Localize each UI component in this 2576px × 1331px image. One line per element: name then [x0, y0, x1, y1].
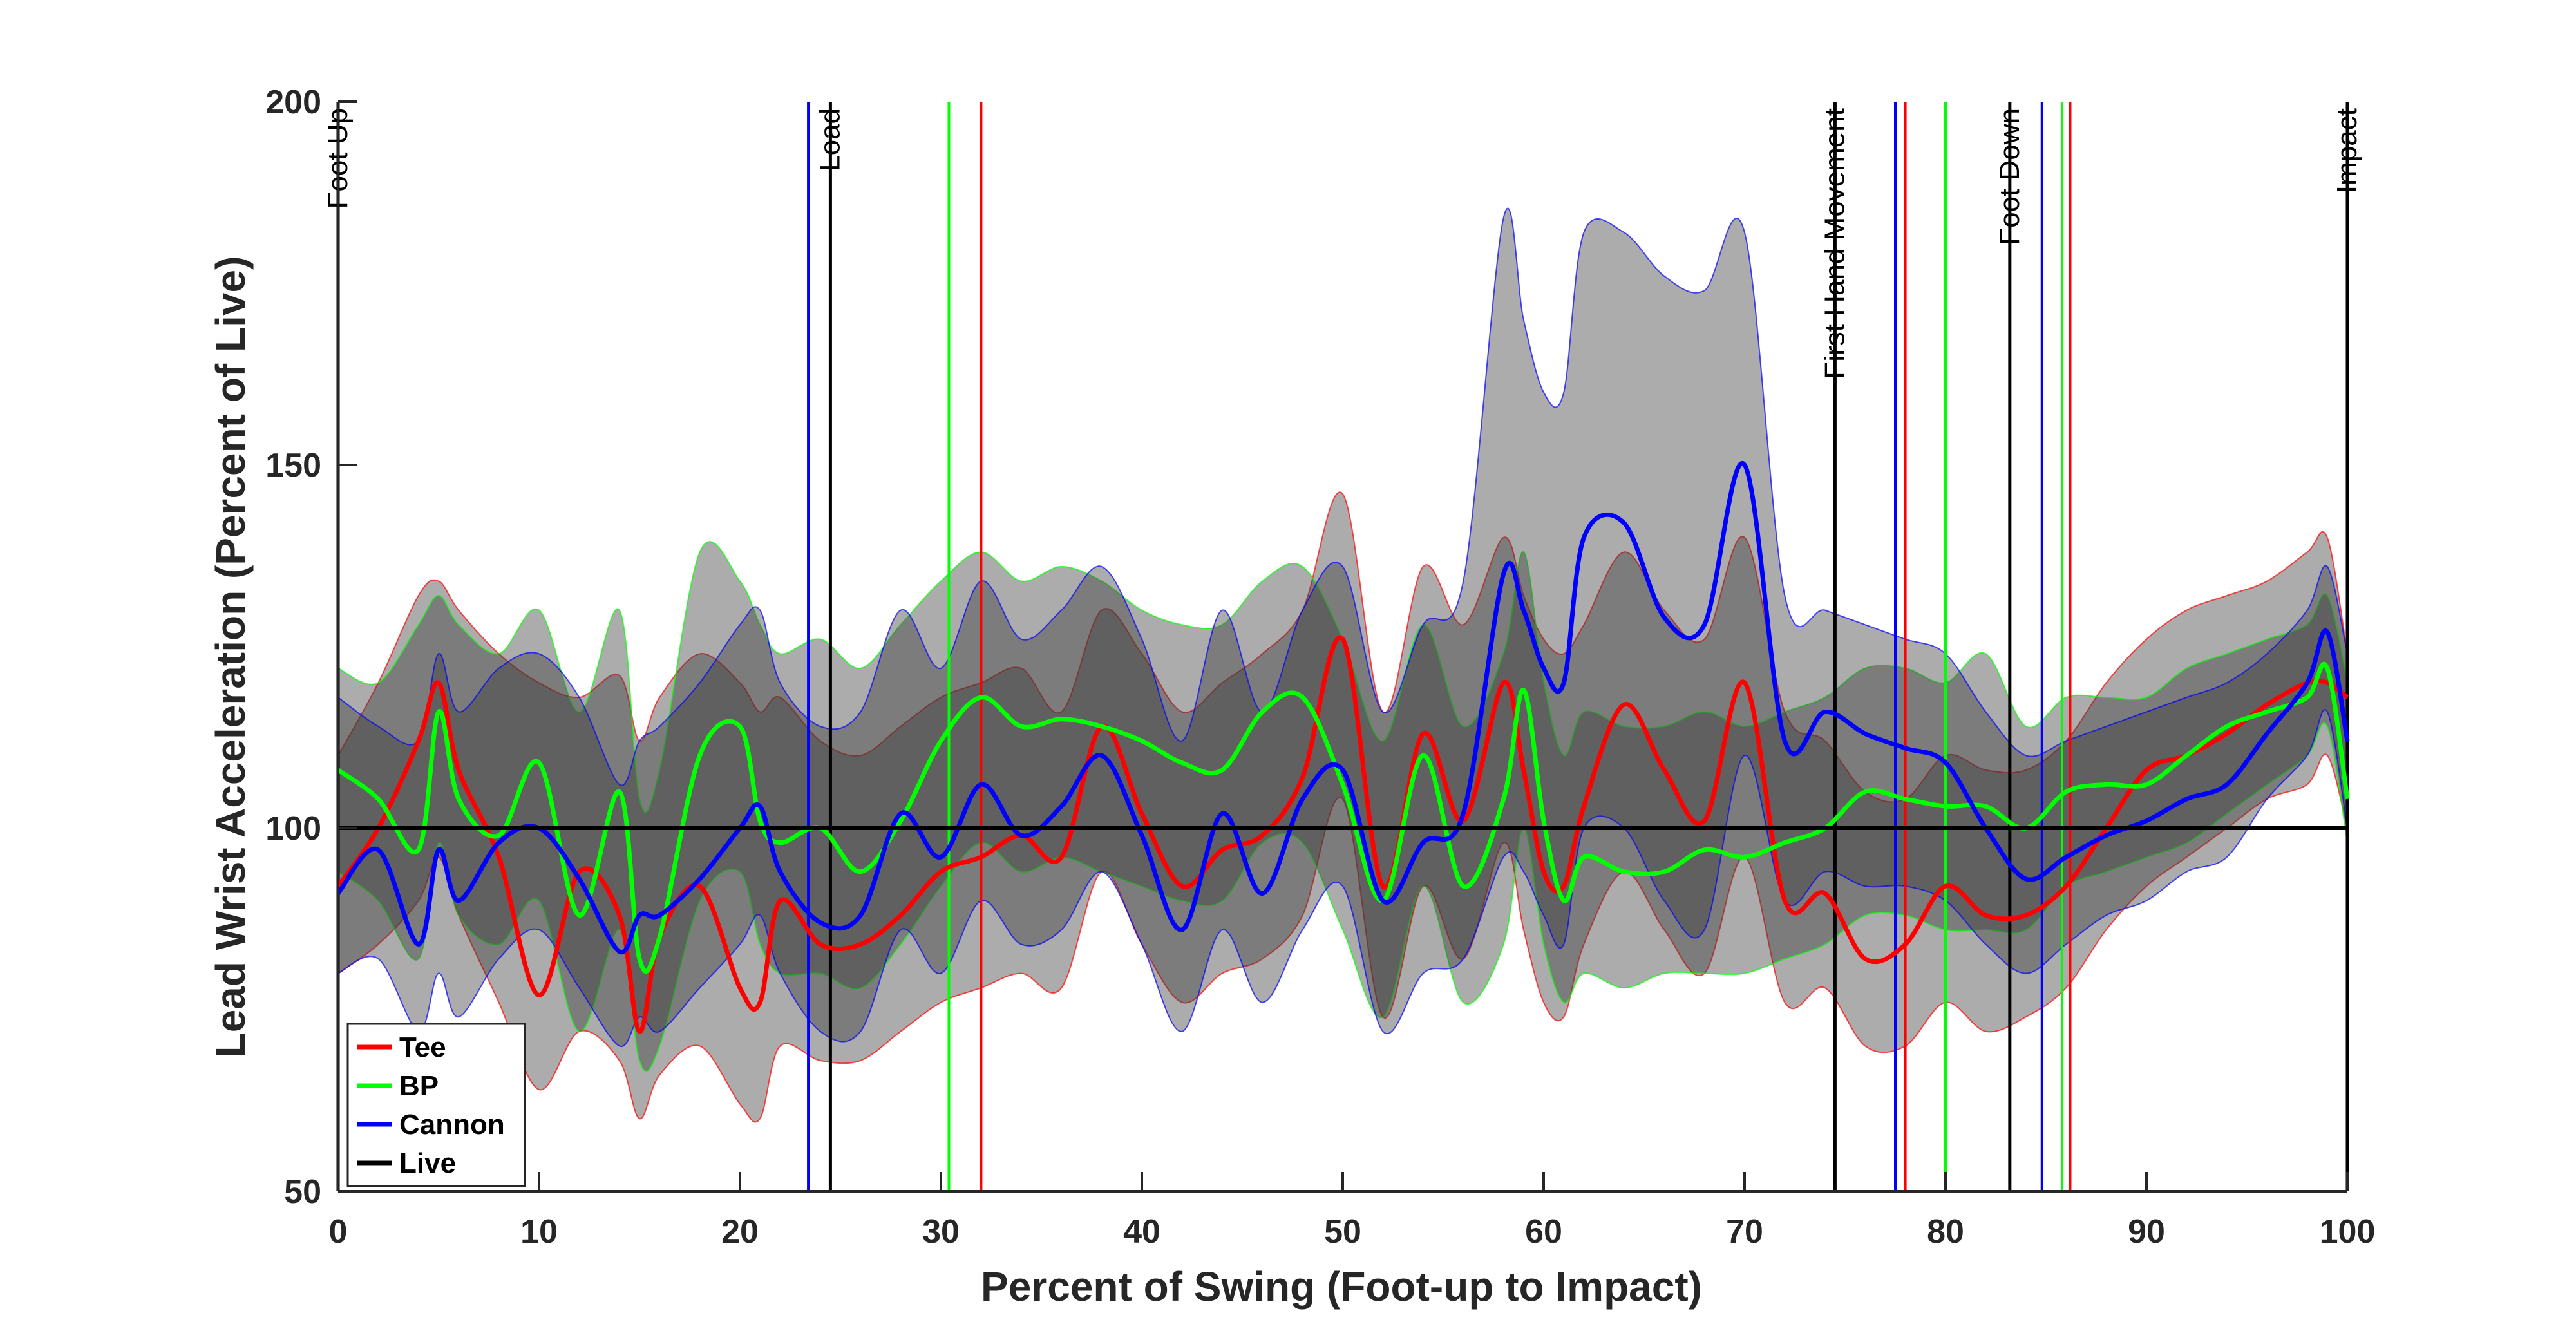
confidence-bands [337, 207, 2348, 1123]
line-tee [336, 635, 2349, 1034]
x-axis-title: Percent of Swing (Foot-up to Impact) [981, 1263, 1702, 1310]
x-tick-label: 20 [721, 1213, 759, 1251]
y-tick-label: 50 [284, 1173, 321, 1211]
line-cannon [336, 460, 2350, 955]
x-tick-label: 60 [1525, 1213, 1562, 1251]
legend-label-bp: BP [399, 1070, 439, 1102]
band-tee [337, 491, 2348, 1123]
event-label-impact: Impact [2331, 108, 2363, 193]
legend-label-tee: Tee [399, 1032, 446, 1063]
legend-label-cannon: Cannon [399, 1109, 505, 1140]
x-tick-label: 100 [2320, 1213, 2376, 1251]
y-tick-label: 100 [265, 810, 321, 847]
legend-box [346, 1023, 526, 1187]
y-tick-label: 200 [265, 84, 321, 121]
y-axis-title: Lead Wrist Acceleration (Percent of Live… [207, 256, 254, 1058]
legend: Tee BP Cannon Live [346, 1023, 526, 1187]
legend-label-live: Live [399, 1147, 456, 1179]
tick-labels: 0 10 20 30 40 50 60 70 80 90 100 50 100 150 200 [265, 84, 2375, 1251]
x-tick-label: 80 [1927, 1213, 1964, 1251]
x-tick-label: 70 [1726, 1213, 1763, 1251]
event-label-first-hand-movement: First Hand Movement [1819, 108, 1850, 379]
x-tick-label: 0 [329, 1213, 348, 1251]
x-tick-label: 90 [2128, 1213, 2165, 1251]
x-tick-label: 10 [520, 1213, 558, 1251]
x-tick-label: 40 [1123, 1213, 1160, 1251]
event-label-load: Load [814, 108, 846, 171]
x-tick-label: 50 [1324, 1213, 1361, 1251]
event-label-foot-down: Foot Down [1994, 108, 2025, 245]
band-cannon [337, 207, 2348, 1047]
y-tick-label: 150 [265, 447, 321, 484]
x-tick-label: 30 [922, 1213, 960, 1251]
event-lines: Foot Up Load First Hand Movement Foot Down I… [322, 102, 2363, 1191]
series-lines [336, 460, 2350, 1034]
